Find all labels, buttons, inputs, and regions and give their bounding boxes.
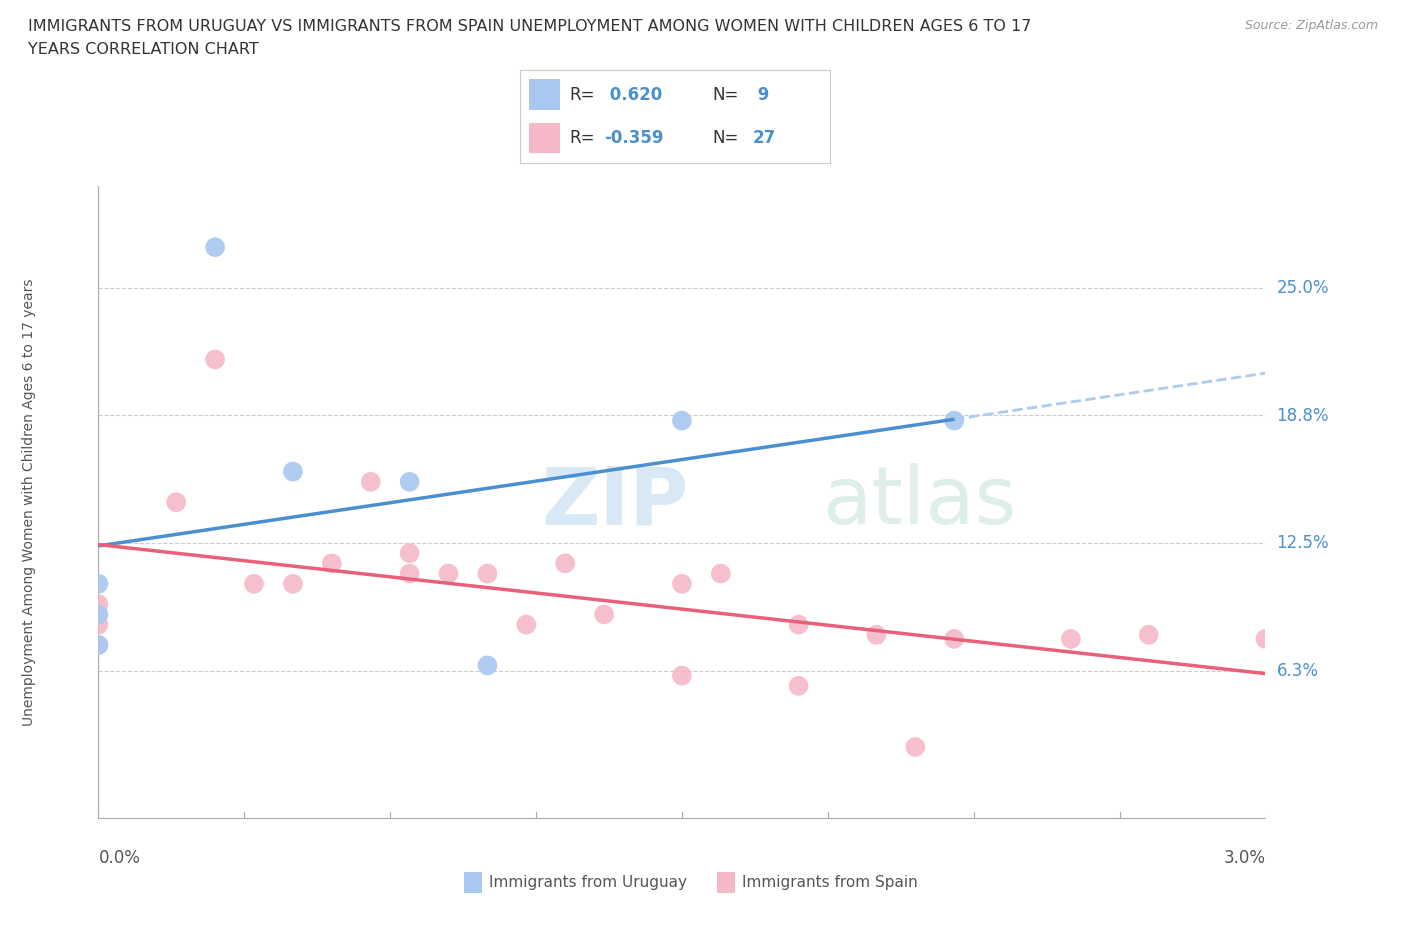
Point <box>321 556 343 571</box>
Text: Source: ZipAtlas.com: Source: ZipAtlas.com <box>1244 19 1378 32</box>
Text: 25.0%: 25.0% <box>1277 279 1329 297</box>
Text: 27: 27 <box>752 128 776 147</box>
Point <box>398 474 420 489</box>
Point <box>243 577 266 591</box>
Text: -0.359: -0.359 <box>603 128 664 147</box>
Point <box>87 577 110 591</box>
Text: 18.8%: 18.8% <box>1277 406 1329 424</box>
Text: N=: N= <box>711 128 738 147</box>
Point <box>865 628 887 643</box>
Point <box>87 597 110 612</box>
Point <box>398 546 420 561</box>
Text: Immigrants from Uruguay: Immigrants from Uruguay <box>489 875 688 890</box>
Point <box>281 464 304 479</box>
Text: IMMIGRANTS FROM URUGUAY VS IMMIGRANTS FROM SPAIN UNEMPLOYMENT AMONG WOMEN WITH C: IMMIGRANTS FROM URUGUAY VS IMMIGRANTS FR… <box>28 19 1032 33</box>
Text: 3.0%: 3.0% <box>1223 849 1265 867</box>
Point <box>671 577 693 591</box>
Text: R=: R= <box>569 86 595 104</box>
Point <box>204 240 226 255</box>
Point <box>515 618 537 632</box>
Point <box>1060 631 1083 646</box>
Text: 6.3%: 6.3% <box>1277 661 1319 680</box>
Point <box>943 631 966 646</box>
Point <box>398 566 420 581</box>
Text: 0.620: 0.620 <box>603 86 662 104</box>
Point <box>165 495 187 510</box>
Text: Immigrants from Spain: Immigrants from Spain <box>742 875 918 890</box>
Point <box>1137 628 1160 643</box>
Point <box>787 618 810 632</box>
Point <box>787 678 810 693</box>
Point <box>360 474 382 489</box>
Point <box>87 638 110 653</box>
Text: 9: 9 <box>752 86 769 104</box>
Point <box>87 638 110 653</box>
Text: YEARS CORRELATION CHART: YEARS CORRELATION CHART <box>28 42 259 57</box>
Text: 0.0%: 0.0% <box>98 849 141 867</box>
Point <box>943 413 966 428</box>
Text: 12.5%: 12.5% <box>1277 534 1329 552</box>
Point <box>554 556 576 571</box>
Text: N=: N= <box>711 86 738 104</box>
Point <box>710 566 733 581</box>
Point <box>671 668 693 683</box>
Text: ZIP: ZIP <box>541 463 689 541</box>
Point <box>87 607 110 622</box>
Text: R=: R= <box>569 128 595 147</box>
Point <box>477 566 499 581</box>
Point <box>437 566 460 581</box>
Point <box>1254 631 1277 646</box>
Bar <box>530 79 561 110</box>
Point <box>671 413 693 428</box>
Bar <box>530 123 561 153</box>
Point <box>281 577 304 591</box>
Point <box>593 607 616 622</box>
Point <box>87 618 110 632</box>
Text: atlas: atlas <box>823 463 1017 541</box>
Point <box>204 352 226 366</box>
Point <box>477 658 499 672</box>
Point <box>904 739 927 754</box>
Text: Unemployment Among Women with Children Ages 6 to 17 years: Unemployment Among Women with Children A… <box>22 278 37 726</box>
